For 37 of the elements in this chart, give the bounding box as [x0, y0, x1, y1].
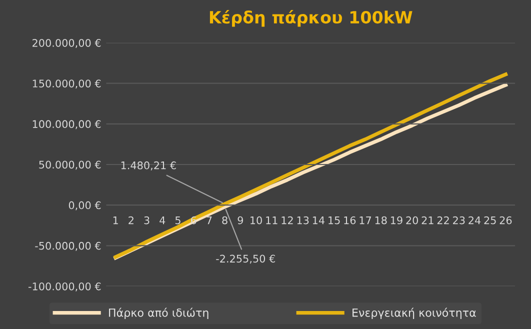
x-tick-label: 25 [484, 216, 496, 224]
x-tick-label: 17 [360, 216, 371, 224]
y-tick-label: 200.000,00 € [32, 38, 101, 48]
x-tick-label: 11 [266, 216, 278, 224]
x-tick-label: 19 [390, 216, 402, 224]
x-tick-label: 8 [222, 216, 228, 224]
legend-label: Ενεργειακή κοινότητα [352, 308, 476, 319]
x-tick-label: 14 [312, 216, 324, 224]
x-tick-label: 18 [375, 216, 387, 224]
y-tick-label: 50.000,00 € [39, 160, 101, 170]
y-tick-label: 0,00 € [68, 201, 101, 210]
x-tick-label: 9 [238, 216, 243, 224]
x-tick-label: 2 [128, 216, 134, 224]
chart-title: Κέρδη πάρκου 100kW [210, 10, 412, 27]
y-tick-label: -100.000,00 € [28, 282, 101, 292]
x-tick-label: 23 [453, 216, 465, 224]
x-tick-label: 3 [144, 216, 150, 224]
y-tick-label: 150.000,00 € [32, 80, 101, 89]
x-tick-label: 7 [206, 216, 212, 224]
x-tick-label: 13 [297, 216, 309, 224]
x-tick-label: 24 [468, 216, 481, 224]
x-tick-label: 10 [250, 216, 262, 224]
x-tick-label: 22 [437, 216, 449, 224]
x-tick-label: 4 [160, 216, 166, 224]
x-tick-label: 26 [500, 216, 512, 224]
x-tick-label: 12 [282, 216, 293, 224]
y-tick-label: 100.000,00 € [32, 120, 101, 130]
x-tick-label: 21 [422, 216, 434, 224]
x-tick-label: 16 [344, 216, 356, 224]
annotation: -2.255,50 € [216, 254, 275, 264]
x-tick-label: 20 [406, 216, 418, 224]
y-tick-label: -50.000,00 € [35, 242, 101, 251]
annotation: 1.480,21 € [121, 161, 176, 170]
legend-label: Πάρκο από ιδιώτη [109, 308, 208, 319]
x-tick-label: 15 [328, 216, 340, 224]
x-tick-label: 5 [175, 216, 180, 224]
x-tick-label: 1 [113, 216, 118, 224]
